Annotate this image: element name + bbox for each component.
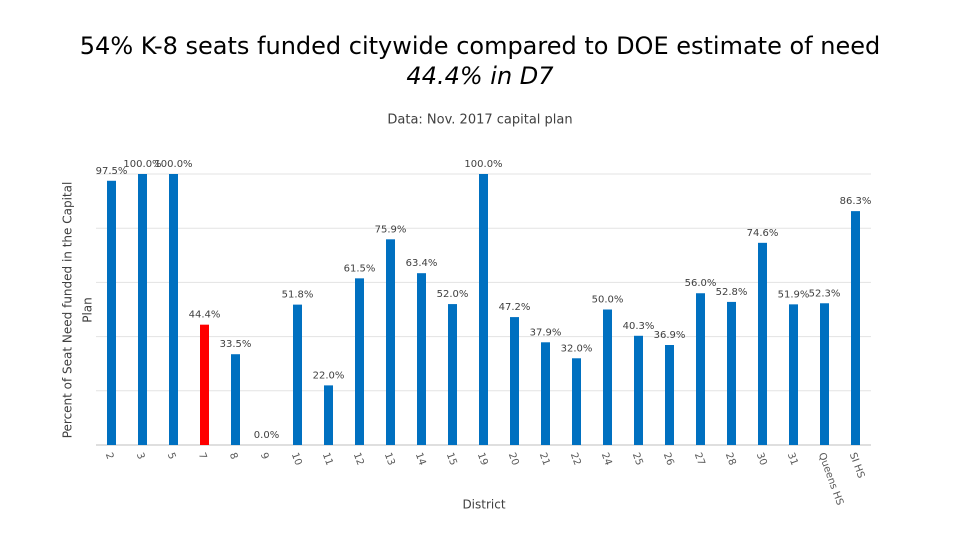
value-label: 51.9% — [778, 289, 810, 300]
value-label: 74.6% — [747, 228, 779, 239]
bar — [789, 304, 798, 445]
value-label: 37.9% — [530, 327, 562, 338]
x-tick-label: 31 — [785, 451, 800, 467]
bar — [696, 293, 705, 445]
bar — [665, 345, 674, 445]
bar — [324, 385, 333, 445]
bar — [510, 317, 519, 445]
x-tick-label: 10 — [289, 451, 304, 467]
bar — [355, 278, 364, 445]
x-tick-label: 20 — [506, 451, 521, 467]
bar — [727, 301, 736, 445]
bar — [851, 211, 860, 445]
value-label: 33.5% — [220, 339, 252, 350]
value-label: 52.8% — [716, 287, 748, 298]
bar — [200, 324, 209, 445]
value-label: 100.0% — [123, 159, 161, 170]
bar — [541, 342, 550, 445]
chart-title: 54% K-8 seats funded citywide compared t… — [80, 32, 880, 60]
data-note: Data: Nov. 2017 capital plan — [387, 113, 572, 128]
bar — [634, 335, 643, 445]
value-label: 61.5% — [344, 263, 376, 274]
x-tick-label: 13 — [382, 451, 397, 467]
bar — [479, 174, 488, 445]
value-label: 51.8% — [282, 290, 314, 301]
value-label: 50.0% — [592, 295, 624, 306]
bar — [386, 239, 395, 445]
bar — [231, 354, 240, 445]
value-label: 86.3% — [840, 196, 872, 207]
value-label: 75.9% — [375, 224, 407, 235]
value-label: 63.4% — [406, 258, 438, 269]
x-tick-label: 24 — [599, 451, 614, 467]
value-label: 97.5% — [96, 166, 128, 177]
x-tick-label: 12 — [351, 451, 366, 467]
bar — [758, 242, 767, 445]
value-label: 36.9% — [654, 330, 686, 341]
bar — [138, 174, 147, 445]
x-tick-label: 15 — [444, 451, 459, 467]
bar — [603, 309, 612, 445]
x-tick-label: 19 — [475, 451, 490, 467]
x-tick-label: 7 — [196, 451, 209, 461]
x-tick-label: 25 — [630, 451, 645, 467]
y-axis-label-line: Plan — [81, 297, 95, 323]
x-tick-label: 27 — [692, 451, 707, 467]
x-tick-label: 28 — [723, 451, 738, 467]
chart-subtitle: 44.4% in D7 — [406, 62, 554, 90]
bar — [417, 273, 426, 445]
bar — [572, 358, 581, 445]
value-label: 56.0% — [685, 278, 717, 289]
x-tick-label: 26 — [661, 451, 676, 467]
x-tick-label: 21 — [537, 451, 552, 467]
x-tick-label: 8 — [227, 451, 240, 461]
value-label: 40.3% — [623, 321, 655, 332]
value-label: 0.0% — [254, 430, 279, 441]
value-label: 44.4% — [189, 310, 221, 321]
x-axis-label: District — [462, 498, 505, 512]
y-axis-label-line: Percent of Seat Need funded in the Capit… — [61, 182, 75, 439]
bar — [820, 303, 829, 445]
bar — [293, 304, 302, 445]
x-tick-label: 14 — [413, 451, 428, 467]
y-axis-label: Percent of Seat Need funded in the Capit… — [61, 182, 95, 439]
x-tick-label: 2 — [103, 451, 116, 461]
x-tick-label: 9 — [258, 451, 271, 461]
x-tick-label: SI HS — [847, 451, 866, 480]
value-label: 100.0% — [154, 159, 192, 170]
value-label: 47.2% — [499, 302, 531, 313]
value-label: 22.0% — [313, 370, 345, 381]
x-tick-label: 22 — [568, 451, 583, 467]
bar — [107, 180, 116, 445]
bar — [169, 174, 178, 445]
x-tick-label: 5 — [165, 451, 178, 461]
bar — [448, 304, 457, 445]
value-label: 32.0% — [561, 343, 593, 354]
x-tick-label: Queens HS — [816, 451, 845, 507]
value-label: 52.0% — [437, 289, 469, 300]
x-tick-label: 3 — [134, 451, 147, 461]
x-tick-label: 11 — [320, 451, 335, 467]
value-label: 52.3% — [809, 288, 841, 299]
x-tick-label: 30 — [754, 451, 769, 467]
value-label: 100.0% — [464, 159, 502, 170]
